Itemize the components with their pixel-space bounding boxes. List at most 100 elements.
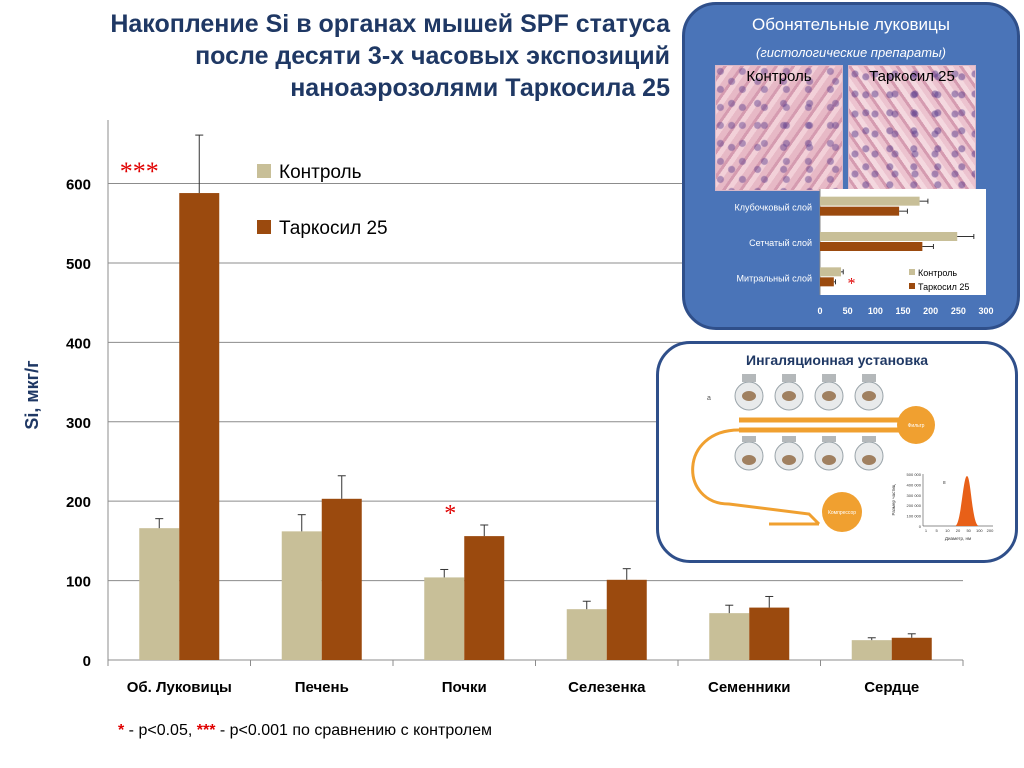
significance-footnote: * - p<0.05, *** - p<0.001 по сравнению с…	[118, 722, 492, 740]
histology-label-control: Контроль	[746, 68, 812, 85]
dist-x-tick-label: 10	[945, 528, 950, 533]
mouse-icon	[822, 455, 836, 465]
filter-label: Фильтр	[908, 423, 925, 429]
mini-x-tick-label: 50	[843, 306, 853, 316]
mini-x-tick-label: 300	[978, 306, 993, 316]
compressor-node	[822, 492, 862, 532]
chamber-cap	[822, 374, 836, 382]
significance-marker: *	[444, 501, 456, 527]
histology-image-control: Контроль	[715, 65, 843, 191]
footnote-text-2: - p<0.001 по сравнению с контролем	[215, 722, 492, 739]
bar-tarkosil	[464, 536, 505, 660]
x-tick-label: Семенники	[708, 679, 791, 696]
mini-x-tick-label: 200	[923, 306, 938, 316]
mini-x-tick-label: 100	[868, 306, 883, 316]
title-line-2: после десяти 3-х часовых экспозиций	[195, 42, 670, 70]
y-tick-label: 400	[66, 335, 91, 352]
dist-x-tick-label: 100	[976, 528, 983, 533]
mini-legend-label: Контроль	[918, 268, 957, 278]
bar-tarkosil	[179, 193, 220, 660]
mini-x-tick-label: 150	[895, 306, 910, 316]
y-tick-label: 100	[66, 574, 91, 591]
dist-y-tick-label: 100 000	[907, 514, 922, 519]
olfactory-panel-subtitle: (гистологические препараты)	[755, 45, 946, 60]
dist-y-tick-label: 300 000	[907, 493, 922, 498]
chamber-cap	[822, 436, 836, 442]
mouse-icon	[782, 455, 796, 465]
mini-bar-control	[820, 196, 920, 206]
chamber-cap	[862, 374, 876, 382]
compressor-label: Компрессор	[828, 510, 856, 516]
bar-control	[424, 577, 465, 660]
y-tick-label: 600	[66, 177, 91, 194]
olfactory-panel-title: Обонятельные луковицы	[751, 15, 951, 34]
dist-y-tick-label: 500 000	[907, 472, 922, 477]
histology-label-tarkosil: Таркосил 25	[869, 68, 955, 85]
mini-legend-swatch	[909, 283, 915, 289]
y-tick-label: 300	[66, 415, 91, 432]
panel-letter-v: в	[943, 480, 946, 486]
y-tick-label: 500	[66, 256, 91, 273]
inhalation-setup-panel: Ингаляционная установка а Фильтр Компрессо…	[656, 341, 1018, 563]
dist-x-tick-label: 20	[956, 528, 961, 533]
chamber-cap	[862, 436, 876, 442]
dist-x-tick-label: 5	[936, 528, 939, 533]
mouse-icon	[862, 455, 876, 465]
footnote-text-1: - p<0.05,	[124, 722, 197, 739]
y-tick-label: 0	[83, 653, 91, 670]
footnote-star-1: *	[118, 722, 125, 739]
bar-tarkosil	[606, 579, 647, 660]
mini-category-label: Митральный слой	[737, 273, 812, 283]
title-line-1: Накопление Si в органах мышей SPF статус…	[110, 10, 670, 38]
bar-control	[139, 528, 180, 660]
bar-tarkosil	[749, 607, 790, 660]
x-tick-label: Селезенка	[568, 679, 646, 696]
mini-bar-control	[820, 267, 842, 277]
legend-swatch	[257, 164, 271, 178]
bar-control	[709, 613, 750, 660]
dist-y-tick-label: 200 000	[907, 503, 922, 508]
olfactory-layer-bar-chart: 0 50 100 150 200 250 300 Клубочковый слой Сетчат…	[735, 189, 994, 316]
inhalation-setup-diagram: а Фильтр Компрессор в 500 000 400 000 300 000 2…	[691, 374, 994, 541]
dist-x-tick-label: 50	[966, 528, 971, 533]
mouse-icon	[742, 455, 756, 465]
title-line-3: наноаэрозолями Таркосила 25	[290, 74, 670, 102]
dist-y-tick-label: 0	[919, 524, 922, 529]
dist-x-axis-label: Диаметр, нм	[945, 536, 971, 541]
filter-node	[897, 406, 935, 444]
bar-control	[566, 609, 607, 660]
mini-category-label: Клубочковый слой	[735, 203, 812, 213]
dist-peak	[955, 476, 979, 526]
chamber-cap	[742, 374, 756, 382]
dist-x-tick-label: 1	[925, 528, 928, 533]
chamber-cap	[782, 436, 796, 442]
mouse-icon	[862, 391, 876, 401]
footnote-star-3: ***	[196, 722, 216, 739]
mini-category-label: Сетчатый слой	[749, 238, 812, 248]
mini-x-tick-label: 0	[817, 306, 822, 316]
dist-y-tick-label: 400 000	[907, 482, 922, 487]
legend-label: Таркосил 25	[279, 218, 388, 239]
inhalation-panel-title: Ингаляционная установка	[746, 352, 928, 368]
mouse-icon	[742, 391, 756, 401]
chamber-cap	[742, 436, 756, 442]
mini-legend-swatch	[909, 269, 915, 275]
bar-control	[851, 640, 892, 660]
mini-bar-tarkosil	[820, 277, 834, 287]
olfactory-bulb-panel: Обонятельные луковицы (гистологические п…	[682, 2, 1020, 330]
significance-marker: ***	[120, 157, 159, 186]
legend-label: Контроль	[279, 162, 362, 183]
mini-x-tick-label: 250	[951, 306, 966, 316]
x-tick-label: Почки	[442, 679, 487, 696]
mini-bar-control	[820, 232, 958, 241]
bar-tarkosil	[321, 498, 362, 660]
supply-tube	[691, 428, 821, 526]
x-tick-label: Сердце	[864, 679, 919, 696]
bar-control	[281, 531, 322, 660]
mini-bar-tarkosil	[820, 242, 923, 251]
x-tick-label: Печень	[295, 679, 349, 696]
chamber-cap	[782, 374, 796, 382]
y-tick-label: 200	[66, 494, 91, 511]
dist-x-tick-label: 200	[987, 528, 994, 533]
